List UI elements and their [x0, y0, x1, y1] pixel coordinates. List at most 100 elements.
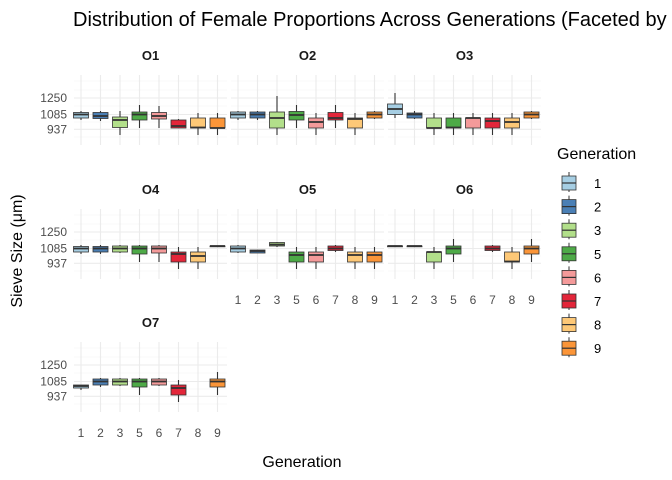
box-gen-1	[230, 111, 246, 120]
box-body	[366, 251, 383, 263]
legend-item-1: 1	[561, 172, 601, 192]
legend-item-5: 5	[561, 242, 601, 263]
box-body	[131, 378, 148, 388]
legend-label: 9	[594, 341, 601, 356]
box-gen-8	[347, 113, 363, 135]
box-body	[308, 117, 324, 129]
box-gen-9	[209, 245, 226, 248]
box-gen-5	[131, 378, 148, 395]
y-tick-label: 937	[47, 389, 67, 403]
box-body	[288, 251, 305, 263]
box-body	[465, 117, 481, 129]
x-tick-label: 7	[332, 293, 339, 307]
box-gen-3	[112, 111, 128, 135]
panel-title: O5	[299, 182, 316, 197]
box-gen-7	[484, 245, 501, 252]
box-gen-7	[484, 113, 501, 135]
panel-title: O3	[456, 48, 473, 63]
legend-item-6: 6	[561, 266, 601, 287]
box-gen-3	[426, 113, 442, 135]
box-gen-6	[465, 113, 481, 135]
box-body	[406, 112, 423, 119]
box-gen-8	[190, 247, 206, 269]
box-gen-7	[170, 119, 187, 129]
legend: Generation 1 2 3 5 6 7 8 9	[557, 146, 636, 358]
legend-label: 7	[594, 294, 601, 309]
box-body	[170, 119, 187, 129]
box-gen-3	[112, 378, 128, 386]
x-tick-label: 1	[392, 293, 399, 307]
legend-label: 8	[594, 318, 601, 333]
x-tick-label: 3	[274, 293, 281, 307]
box-body	[170, 251, 187, 263]
box-gen-7	[170, 247, 187, 269]
box-gen-3	[269, 96, 285, 135]
y-tick-label: 1085	[40, 375, 67, 389]
box-gen-5	[131, 105, 148, 128]
legend-item-3: 3	[561, 219, 601, 240]
box-gen-1	[387, 245, 403, 248]
panel-title: O4	[142, 182, 160, 197]
box-gen-1	[230, 245, 246, 253]
box-gen-7	[327, 105, 344, 128]
box-gen-3	[112, 245, 128, 253]
x-tick-label: 7	[489, 293, 496, 307]
box-gen-1	[73, 245, 89, 254]
box-body	[131, 245, 148, 255]
x-tick-label: 2	[254, 293, 261, 307]
box-gen-5	[288, 105, 305, 128]
x-tick-label: 5	[450, 293, 457, 307]
x-tick-label: 2	[411, 293, 418, 307]
facet-panel-O2: O2	[230, 48, 384, 145]
box-gen-2	[406, 245, 423, 248]
box-gen-9	[366, 247, 383, 269]
box-gen-9	[523, 111, 540, 119]
x-tick-label: 6	[313, 293, 320, 307]
facet-panel-O5: O5 1 2 3 5 6 7 8 9	[230, 182, 384, 307]
x-tick-label: 9	[528, 293, 535, 307]
x-tick-label: 1	[235, 293, 242, 307]
box-gen-5	[445, 113, 462, 135]
x-tick-label: 9	[214, 426, 221, 440]
panel-title: O7	[142, 315, 159, 330]
legend-item-7: 7	[561, 290, 601, 310]
x-tick-label: 3	[431, 293, 438, 307]
box-gen-5	[131, 245, 148, 262]
box-body	[426, 117, 442, 129]
facet-panel-O6: O6 1 2 3 5 6 7 8 9	[387, 182, 541, 307]
box-gen-2	[92, 111, 109, 121]
box-gen-6	[151, 245, 167, 262]
box-body	[209, 117, 226, 129]
box-body	[445, 117, 462, 129]
x-axis-title: Generation	[262, 454, 341, 471]
box-body	[190, 251, 206, 263]
y-tick-label: 1085	[40, 108, 67, 122]
box-gen-2	[92, 245, 109, 254]
box-body	[170, 384, 187, 396]
x-tick-label: 2	[97, 426, 104, 440]
y-axis-title: Sieve Size (μm)	[9, 194, 26, 307]
box-gen-8	[190, 113, 206, 135]
box-gen-5	[445, 239, 462, 262]
box-body	[308, 251, 324, 263]
legend-item-2: 2	[561, 195, 601, 216]
box-body	[504, 251, 520, 263]
box-gen-6	[151, 378, 167, 386]
legend-item-8: 8	[561, 313, 601, 334]
x-tick-label: 3	[117, 426, 124, 440]
box-gen-1	[73, 111, 89, 120]
box-gen-5	[288, 247, 305, 269]
legend-label: 3	[594, 223, 601, 238]
x-tick-label: 5	[293, 293, 300, 307]
legend-item-9: 9	[561, 337, 601, 358]
legend-label: 5	[594, 247, 601, 262]
box-gen-9	[209, 372, 226, 395]
box-gen-2	[249, 111, 266, 120]
box-gen-1	[73, 384, 89, 390]
x-tick-label: 8	[509, 293, 516, 307]
box-gen-3	[269, 242, 285, 247]
x-tick-label: 6	[156, 426, 163, 440]
